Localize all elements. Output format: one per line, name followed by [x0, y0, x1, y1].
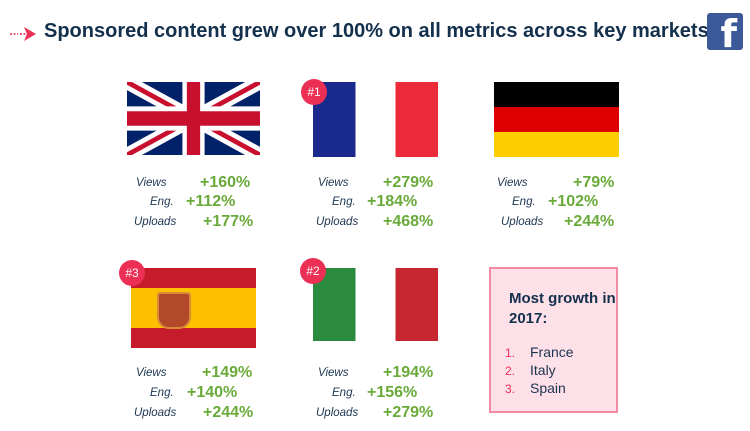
germany-views-value: +79% — [573, 174, 615, 191]
views-label: Views — [318, 367, 349, 379]
italy-eng-value: +156% — [367, 384, 418, 401]
eng-label: Eng. — [332, 387, 356, 399]
item-number: 3. — [505, 382, 516, 396]
uploads-label: Uploads — [134, 407, 177, 419]
france-views-value: +279% — [383, 174, 434, 191]
item-number: 2. — [505, 364, 516, 378]
rank-badge: #2 — [300, 258, 326, 284]
growth-list-item: 3. Spain — [505, 380, 566, 396]
spain-flag — [131, 268, 256, 348]
france-flag — [313, 82, 438, 157]
spain-eng-value: +140% — [187, 384, 238, 401]
item-name: France — [530, 344, 574, 360]
uk-eng-value: +112% — [186, 193, 236, 210]
germany-eng-value: +102% — [548, 193, 599, 210]
uploads-label: Uploads — [316, 407, 359, 419]
views-label: Views — [136, 177, 167, 189]
eng-label: Eng. — [150, 387, 174, 399]
france-uploads-value: +468% — [383, 213, 434, 230]
facebook-icon: f — [707, 12, 743, 56]
growth-list-item: 1. France — [505, 344, 574, 360]
italy-uploads-value: +279% — [383, 404, 434, 421]
uk-uploads-value: +177% — [203, 213, 254, 230]
uploads-label: Uploads — [134, 216, 177, 228]
views-label: Views — [136, 367, 167, 379]
france-eng-value: +184% — [367, 193, 418, 210]
germany-flag — [494, 82, 619, 157]
views-label: Views — [318, 177, 349, 189]
item-number: 1. — [505, 346, 516, 360]
page-title: Sponsored content grew over 100% on all … — [44, 20, 709, 42]
uk-views-value: +160% — [200, 174, 251, 191]
item-name: Italy — [530, 362, 556, 378]
item-name: Spain — [530, 380, 566, 396]
most-growth-box: Most growth in 2017: 1. France 2. Italy 3.… — [489, 267, 618, 413]
growth-heading: Most growth in 2017: — [509, 290, 616, 327]
rank-badge: #3 — [119, 260, 145, 286]
eng-label: Eng. — [512, 196, 536, 208]
views-label: Views — [497, 177, 528, 189]
eng-label: Eng. — [332, 196, 356, 208]
growth-list-item: 2. Italy — [505, 362, 556, 378]
uploads-label: Uploads — [316, 216, 359, 228]
eng-label: Eng. — [150, 196, 174, 208]
spain-views-value: +149% — [202, 364, 253, 381]
rank-badge: #1 — [301, 79, 327, 105]
spain-uploads-value: +244% — [203, 404, 254, 421]
uploads-label: Uploads — [501, 216, 544, 228]
coat-of-arms-icon — [157, 292, 191, 329]
italy-views-value: +194% — [383, 364, 434, 381]
red-arrow-icon — [10, 27, 36, 41]
italy-flag — [313, 268, 438, 341]
uk-flag — [127, 82, 260, 155]
germany-uploads-value: +244% — [564, 213, 615, 230]
